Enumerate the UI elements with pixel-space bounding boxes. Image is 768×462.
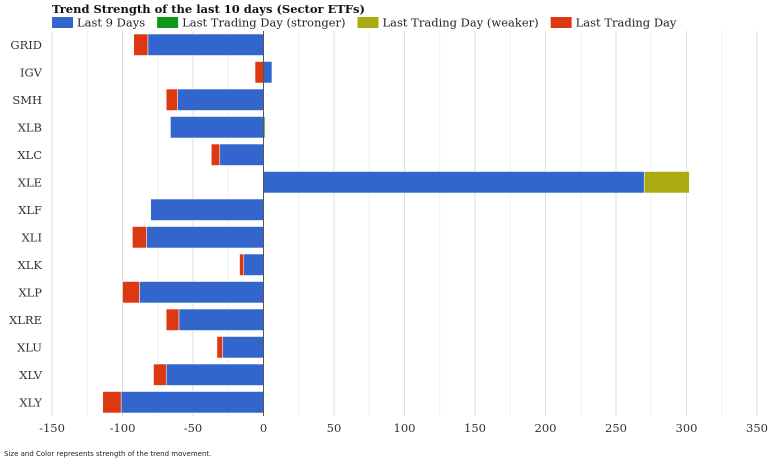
x-tick-label: 50 [327, 421, 342, 435]
bar-xlv-last-trading-day [153, 363, 167, 386]
bar-xlre-last-9-days [178, 308, 264, 331]
x-tick-label: 100 [394, 421, 416, 435]
y-tick-label: XLK [18, 258, 43, 272]
bar-xlu-last-trading-day [216, 336, 223, 359]
y-tick-label: GRID [10, 38, 42, 52]
x-tick-label: 250 [605, 421, 627, 435]
y-tick-label: XLE [18, 175, 42, 189]
bar-xlp-last-9-days [139, 281, 264, 304]
bar-xli-last-9-days [146, 226, 264, 249]
footnote: Size and Color represents strength of th… [4, 450, 212, 458]
legend-swatch-last-trading-day-stronger [157, 17, 179, 28]
y-tick-label: XLI [22, 230, 42, 244]
legend-label-last-trading-day-stronger: Last Trading Day (stronger) [182, 16, 345, 30]
bar-xlu-last-9-days [222, 336, 264, 359]
legend-label-last-trading-day-weaker: Last Trading Day (weaker) [383, 16, 539, 30]
x-tick-label: 200 [535, 421, 557, 435]
y-tick-label: SMH [12, 93, 42, 107]
y-tick-label: XLV [19, 368, 42, 382]
bar-xli-last-trading-day [132, 226, 147, 249]
y-tick-label: XLY [19, 395, 42, 409]
bar-xle-last-9-days [263, 171, 645, 194]
legend-label-last-9-days: Last 9 Days [77, 16, 145, 30]
legend-swatch-last-9-days [52, 17, 73, 28]
x-tick-label: -100 [110, 421, 136, 435]
bar-xle-last-trading-day-weaker [643, 171, 690, 194]
y-tick-label: XLF [18, 203, 42, 217]
bar-grid-last-9-days [147, 33, 264, 56]
bar-xlv-last-9-days [165, 363, 264, 386]
y-tick-label: XLC [17, 148, 42, 162]
bar-xlp-last-trading-day [122, 281, 140, 304]
x-tick-label: -150 [39, 421, 65, 435]
bar-xlk-last-9-days [243, 253, 264, 276]
legend-swatch-last-trading-day-weaker [357, 17, 379, 28]
x-tick-label: 300 [676, 421, 698, 435]
legend-swatch-last-trading-day [550, 17, 572, 28]
x-tick-label: 150 [464, 421, 486, 435]
bar-xly-last-trading-day [102, 391, 122, 414]
bar-xlc-last-trading-day [211, 143, 221, 166]
y-tick-label: IGV [20, 65, 43, 79]
y-tick-label: XLU [17, 340, 42, 354]
x-tick-label: 350 [746, 421, 768, 435]
bar-xlb-last-9-days [170, 116, 264, 139]
x-tick-label: -50 [184, 421, 203, 435]
bar-smh-last-trading-day [165, 88, 178, 111]
y-tick-label: XLP [18, 285, 42, 299]
legend-label-last-trading-day: Last Trading Day [576, 16, 677, 30]
chart-title: Trend Strength of the last 10 days (Sect… [52, 2, 365, 16]
y-tick-label: XLRE [9, 313, 42, 327]
bar-xlc-last-9-days [219, 143, 264, 166]
bar-xly-last-9-days [120, 391, 264, 414]
bar-xlk-last-trading-day [239, 253, 245, 276]
bar-grid-last-trading-day [133, 33, 149, 56]
bar-xlre-last-trading-day [165, 308, 180, 331]
bar-igv-last-trading-day [254, 61, 264, 84]
bar-smh-last-9-days [177, 88, 264, 111]
y-tick-label: XLB [18, 120, 42, 134]
chart: Trend Strength of the last 10 days (Sect… [9, 2, 768, 435]
bar-igv-last-9-days [263, 61, 273, 84]
bar-xlf-last-9-days [150, 198, 264, 221]
x-tick-label: 0 [260, 421, 267, 435]
